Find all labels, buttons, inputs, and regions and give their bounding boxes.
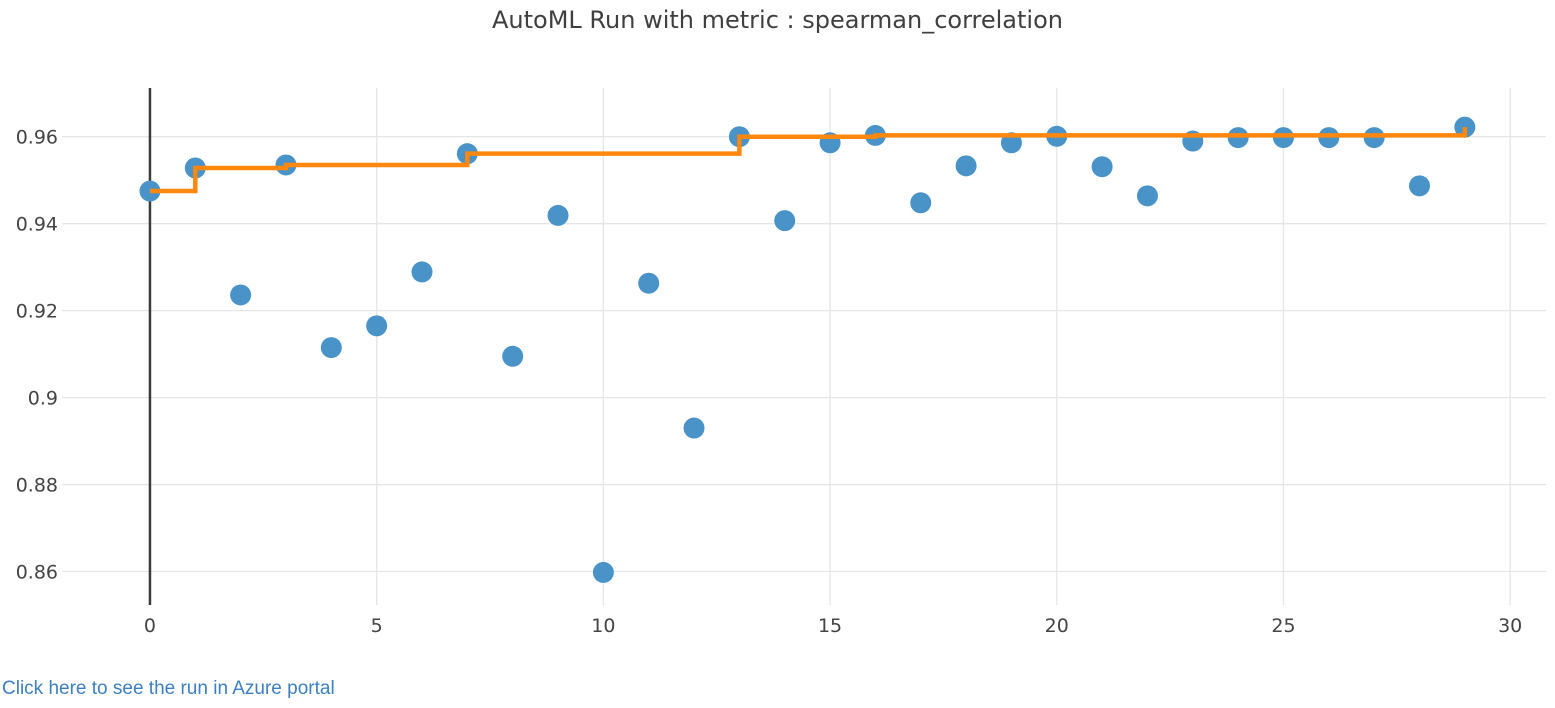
x-tick-label: 5	[371, 615, 383, 637]
scatter-point	[411, 261, 433, 283]
y-tick-label: 0.94	[16, 214, 58, 236]
y-tick-label: 0.9	[28, 388, 58, 410]
x-tick-label: 30	[1498, 615, 1522, 637]
y-tick-label: 0.92	[16, 301, 58, 323]
x-tick-label: 10	[591, 615, 615, 637]
y-tick-label: 0.86	[16, 562, 58, 584]
scatter-point	[955, 155, 977, 177]
scatter-point	[547, 204, 569, 226]
scatter-point	[638, 272, 660, 294]
y-tick-label: 0.88	[16, 475, 58, 497]
azure-portal-link[interactable]: Click here to see the run in Azure porta…	[2, 678, 335, 699]
x-tick-label: 0	[144, 615, 156, 637]
x-tick-label: 15	[818, 615, 842, 637]
automl-run-chart-panel: AutoML Run with metric : spearman_correl…	[0, 6, 1555, 700]
best-metric-step-line	[149, 127, 1468, 194]
scatter-point	[1408, 175, 1430, 197]
automl-metric-chart: 0.86 0.88 0.9 0.92 0.94 0.96 0 5 10 15 20 25 30	[16, 88, 1546, 637]
scatter-point	[592, 561, 614, 583]
x-tick-label: 25	[1271, 615, 1295, 637]
scatter-point	[366, 315, 388, 337]
scatter-point	[774, 210, 796, 232]
scatter-point	[502, 345, 524, 367]
scatter-point	[1136, 185, 1158, 207]
scatter-point	[230, 284, 252, 306]
scatter-point	[1091, 156, 1113, 178]
x-tick-label: 20	[1045, 615, 1069, 637]
chart-title: AutoML Run with metric : spearman_correl…	[492, 6, 1063, 34]
scatter-point	[320, 337, 342, 359]
y-tick-label: 0.96	[16, 127, 58, 149]
scatter-point	[683, 417, 705, 439]
scatter-point	[910, 192, 932, 214]
